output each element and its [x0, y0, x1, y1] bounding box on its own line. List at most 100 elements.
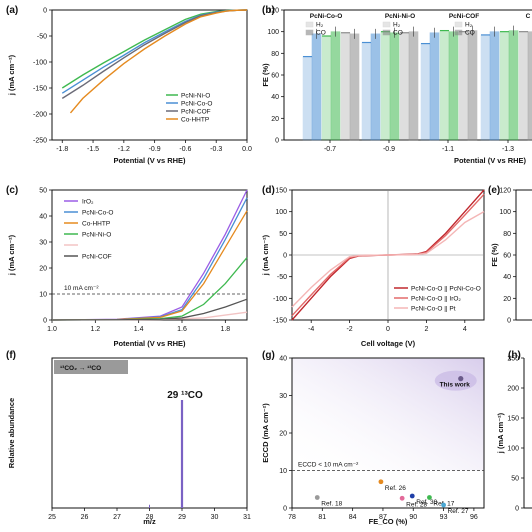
y-tick-label: 50 [511, 476, 519, 483]
x-axis-label: Potential (V vs RHE) [454, 156, 527, 165]
bar-h2 [420, 43, 431, 141]
legend-label: PcNi-Co-O [82, 209, 113, 216]
x-tick-label: 1.8 [220, 326, 230, 333]
y-tick-label: 0 [515, 506, 519, 513]
x-tick-label: 87 [379, 514, 387, 521]
legend-label: CO [465, 30, 475, 37]
panel-label: (h) [508, 350, 521, 361]
bar-co [311, 33, 322, 141]
x-tick-label: -4 [308, 326, 314, 333]
bar-co [527, 31, 532, 141]
point-label: Ref. 28 [406, 501, 427, 508]
x-axis-label: m/z [143, 517, 156, 526]
y-tick-label: 100 [275, 209, 287, 216]
y-tick-label: 120 [267, 8, 279, 15]
y-tick-label: -150 [33, 86, 47, 93]
y-tick-label: 80 [271, 51, 279, 58]
legend-label: H₂ [316, 22, 324, 29]
legend-label: PcNi-Ni-O [82, 231, 111, 238]
legend-label: PcNi-COF [82, 253, 112, 260]
panel-label: (b) [262, 5, 275, 16]
bar-co [330, 31, 341, 141]
bar-h2 [499, 31, 510, 141]
scatter-point [314, 495, 320, 500]
legend-swatch [305, 29, 314, 36]
x-tick-label: -0.3 [210, 146, 222, 153]
y-tick-label: 100 [267, 29, 279, 36]
legend-label: PcNi-Co-O [181, 100, 212, 107]
x-tick-label: 2 [424, 326, 428, 333]
bar-co [467, 30, 478, 141]
x-axis-label: Cell voltage (V) [361, 339, 416, 348]
group-label: C [526, 13, 531, 20]
highlight-ellipse [434, 370, 477, 391]
legend-label: PcNi-Co-O || Pt [411, 305, 456, 312]
y-tick-label: 0 [283, 506, 287, 513]
scatter-point [399, 495, 405, 501]
x-tick-label: 96 [470, 514, 478, 521]
y-tick-label: 100 [499, 209, 511, 216]
panel-label: (f) [6, 350, 16, 361]
threshold-label: ECCD < 10 mA cm⁻² [298, 462, 359, 469]
x-tick-label: 93 [440, 514, 448, 521]
x-tick-label: -1.3 [502, 146, 514, 153]
x-tick-label: 90 [409, 514, 417, 521]
y-tick-label: 0 [507, 318, 511, 325]
legend-label: PcNi-Co-O || PcNi-Co-O [411, 285, 481, 292]
y-tick-label: -100 [273, 296, 287, 303]
scatter-point [378, 479, 384, 485]
x-tick-label: 28 [146, 514, 154, 521]
bar-co [508, 30, 519, 141]
y-axis-label: j (mA cm⁻²) [496, 412, 505, 454]
x-tick-label: 1.2 [90, 326, 100, 333]
legend-label: CO [316, 30, 326, 37]
x-tick-label: -0.7 [324, 146, 336, 153]
y-tick-label: 10 [39, 292, 47, 299]
point-label: Ref. 27 [448, 508, 469, 515]
panel-label: (d) [262, 185, 275, 196]
x-axis-label: FE_CO (%) [369, 517, 408, 526]
point-label: Ref. 30 [416, 499, 437, 506]
y-tick-label: 20 [271, 116, 279, 123]
y-tick-label: -100 [33, 60, 47, 67]
legend-label: CO [393, 30, 403, 37]
x-tick-label: 31 [243, 514, 251, 521]
x-tick-label: 1.0 [47, 326, 57, 333]
x-tick-label: 78 [288, 514, 296, 521]
legend-swatch [454, 21, 463, 28]
bar-co [448, 31, 459, 141]
legend-swatch [382, 29, 391, 36]
y-tick-label: 40 [503, 274, 511, 281]
x-tick-label: 29 [178, 514, 186, 521]
y-tick-label: 30 [279, 393, 287, 400]
y-axis-label: ECCD (mA cm⁻²) [261, 403, 270, 463]
legend-label: Co-HHTP [181, 116, 209, 123]
x-tick-label: -0.9 [383, 146, 395, 153]
plot-frame [51, 357, 248, 509]
title-box-label: ¹³CO₂ → ¹³CO [60, 365, 101, 372]
legend-label: IrO₂ [82, 198, 94, 205]
x-tick-label: -0.9 [149, 146, 161, 153]
y-tick-label: 150 [507, 416, 519, 423]
y-tick-label: -50 [277, 274, 287, 281]
y-tick-label: 20 [279, 431, 287, 438]
legend-label: PcNi-COF [181, 108, 211, 115]
y-axis-label: j (mA cm⁻²) [261, 234, 270, 276]
x-tick-label: -2 [346, 326, 352, 333]
series-line [61, 9, 248, 99]
y-tick-label: 150 [275, 188, 287, 195]
x-tick-label: 0.0 [242, 146, 252, 153]
series-line [291, 211, 485, 308]
series-line [69, 9, 248, 114]
y-tick-label: 40 [279, 356, 287, 363]
x-tick-label: 27 [113, 514, 121, 521]
legend-swatch [305, 21, 314, 28]
x-tick-label: -1.5 [87, 146, 99, 153]
x-tick-label: 26 [81, 514, 89, 521]
y-tick-label: 20 [503, 296, 511, 303]
legend-label: H₂ [465, 22, 473, 29]
group-label: PcNi-COF [449, 13, 479, 20]
reference-label: 10 mA cm⁻² [64, 285, 99, 292]
x-tick-label: 84 [349, 514, 357, 521]
y-tick-label: -200 [33, 112, 47, 119]
